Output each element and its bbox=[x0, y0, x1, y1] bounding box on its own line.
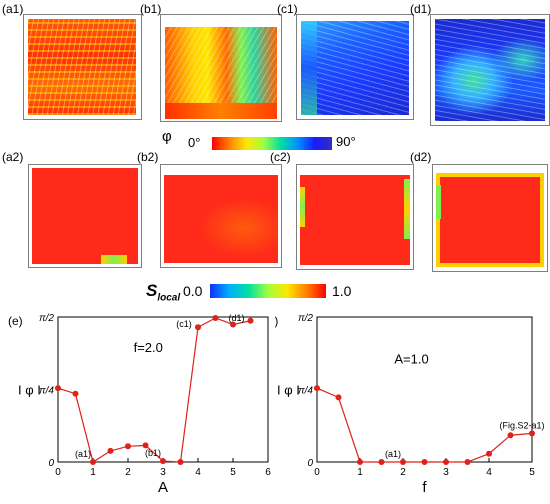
order-field-b2 bbox=[164, 175, 278, 263]
order-map-c2 bbox=[296, 164, 414, 270]
y-tick-label: 0 bbox=[48, 458, 54, 469]
x-tick-label: 1 bbox=[357, 467, 363, 478]
data-point bbox=[335, 394, 342, 401]
data-point bbox=[107, 447, 114, 454]
orientation-colorbar-max: 90° bbox=[336, 134, 356, 149]
panel-label-d2: (d2) bbox=[410, 150, 432, 164]
order-map-a2 bbox=[28, 164, 142, 268]
data-point bbox=[90, 459, 96, 465]
point-label: (Fig.S2-a1) bbox=[499, 420, 544, 430]
x-tick-label: 1 bbox=[90, 467, 96, 478]
chart-annotation: f=2.0 bbox=[134, 340, 163, 355]
panel-label-d1: (d1) bbox=[410, 2, 432, 16]
panel-label-b2: (b2) bbox=[137, 150, 159, 164]
data-point bbox=[247, 317, 254, 324]
y-tick-label: π/2 bbox=[298, 313, 313, 324]
director-map-b1 bbox=[160, 14, 282, 122]
director-map-c1 bbox=[296, 14, 414, 120]
panel-label-c1: (c1) bbox=[277, 2, 298, 16]
data-point bbox=[212, 314, 219, 321]
data-point bbox=[177, 459, 184, 465]
panel-label-a2: (a2) bbox=[2, 150, 24, 164]
x-tick-label: 2 bbox=[400, 467, 406, 478]
director-map-a1 bbox=[23, 14, 142, 120]
point-label: (d1) bbox=[228, 313, 244, 323]
order-colorbar-max: 1.0 bbox=[332, 283, 352, 299]
data-point bbox=[72, 390, 79, 397]
orientation-colorbar bbox=[212, 137, 332, 150]
director-field-c1 bbox=[301, 21, 409, 115]
order-edge-c2-left bbox=[300, 187, 305, 227]
y-axis-label: I φ I bbox=[277, 383, 300, 398]
order-field-c2 bbox=[300, 175, 410, 265]
x-axis-label: f bbox=[422, 479, 427, 496]
data-point bbox=[400, 459, 406, 465]
director-field-b1-bottom bbox=[165, 103, 277, 119]
data-point bbox=[378, 459, 385, 465]
plot-frame bbox=[57, 316, 269, 463]
data-point bbox=[464, 459, 471, 465]
x-tick-label: 2 bbox=[125, 467, 131, 478]
x-tick-label: 3 bbox=[160, 467, 166, 478]
point-label: (c1) bbox=[176, 319, 192, 329]
point-label: (a1) bbox=[75, 449, 91, 459]
series-line bbox=[57, 317, 251, 463]
order-field-d2 bbox=[436, 173, 544, 267]
data-point bbox=[55, 385, 61, 392]
y-tick-label: π/4 bbox=[298, 386, 313, 397]
panel-label-c2: (c2) bbox=[270, 150, 291, 164]
order-colorbar-min: 0.0 bbox=[183, 283, 203, 299]
point-label: (b1) bbox=[145, 448, 161, 458]
order-field-a2 bbox=[32, 168, 138, 264]
chart-f: (f) 0 1 2 3 4 5 0 π/4 π/2 f I φ I A=1.0 (a1) (Fig.S2-a… bbox=[275, 313, 545, 496]
y-tick-label: π/2 bbox=[39, 313, 54, 324]
panel-label: (e) bbox=[8, 314, 23, 328]
director-map-d1 bbox=[430, 14, 550, 126]
data-point bbox=[421, 459, 428, 465]
x-tick-label: 0 bbox=[314, 467, 320, 478]
data-point bbox=[507, 432, 514, 439]
director-field-c1-edge bbox=[301, 21, 317, 115]
data-point bbox=[443, 459, 449, 465]
data-point bbox=[142, 442, 149, 449]
x-tick-label: 6 bbox=[265, 467, 271, 478]
data-point bbox=[230, 321, 236, 328]
order-edge-c2-right bbox=[404, 179, 410, 239]
panel-label-a1: (a1) bbox=[2, 2, 24, 16]
order-edge-d2-left bbox=[436, 185, 441, 219]
data-point bbox=[486, 450, 492, 457]
data-point bbox=[125, 443, 131, 450]
director-field-a1 bbox=[28, 19, 136, 115]
order-map-b2 bbox=[160, 164, 282, 268]
x-tick-label: 0 bbox=[55, 467, 61, 478]
panel-label-b1: (b1) bbox=[140, 2, 162, 16]
x-tick-label: 3 bbox=[443, 467, 449, 478]
orientation-colorbar-min: 0° bbox=[188, 135, 201, 150]
panel-label: (f) bbox=[275, 314, 278, 328]
data-point bbox=[160, 458, 166, 465]
x-tick-label: 5 bbox=[529, 467, 535, 478]
y-axis-label: I φ I bbox=[18, 383, 41, 398]
x-tick-label: 4 bbox=[195, 467, 201, 478]
chart-annotation: A=1.0 bbox=[394, 351, 428, 366]
orientation-colorbar-symbol: φ bbox=[162, 128, 172, 145]
data-point bbox=[357, 459, 363, 465]
plot-frame bbox=[316, 316, 533, 463]
y-tick-label: π/4 bbox=[39, 386, 54, 397]
data-point bbox=[314, 385, 320, 392]
x-tick-label: 4 bbox=[486, 467, 492, 478]
data-point bbox=[195, 324, 201, 331]
order-defect-a2 bbox=[101, 255, 127, 264]
chart-e: (e) 0 1 2 3 4 5 6 0 π/4 π/2 A I φ I f=2.0 (a1) (b1) (c1)… bbox=[8, 313, 271, 496]
director-field-d1 bbox=[435, 19, 545, 121]
y-tick-label: 0 bbox=[307, 458, 313, 469]
x-tick-label: 5 bbox=[230, 467, 236, 478]
data-point bbox=[529, 430, 535, 437]
order-colorbar-symbol: Slocal bbox=[146, 281, 181, 304]
x-axis-label: A bbox=[158, 479, 168, 496]
point-label: (a1) bbox=[385, 449, 401, 459]
order-colorbar bbox=[210, 284, 326, 298]
order-map-d2 bbox=[432, 164, 548, 272]
